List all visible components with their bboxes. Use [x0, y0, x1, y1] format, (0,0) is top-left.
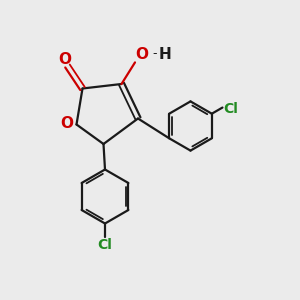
Text: -: - — [152, 47, 157, 61]
Text: O: O — [58, 52, 72, 67]
Text: O: O — [60, 116, 74, 131]
Text: Cl: Cl — [98, 238, 112, 252]
Text: H: H — [159, 46, 171, 62]
Text: O: O — [135, 46, 148, 62]
Text: Cl: Cl — [224, 102, 238, 116]
